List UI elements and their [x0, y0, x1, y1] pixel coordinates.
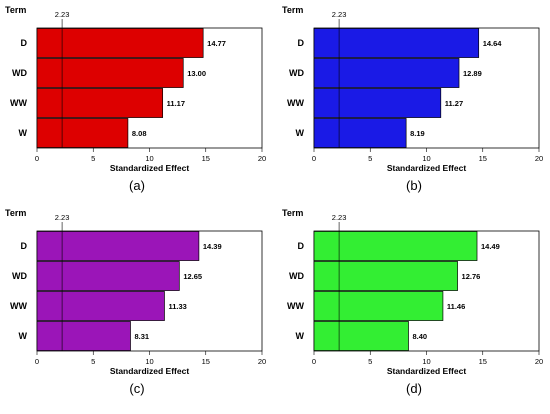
- bar: [36, 261, 180, 291]
- category-label: W: [296, 128, 305, 138]
- chart-panel-a: Term D 14.77 WD 13.00 WW 11.17 W 8.08 2.23 0 5 10 15 2…: [5, 5, 266, 193]
- data-label: 11.17: [167, 99, 185, 108]
- x-axis-title: Standardized Effect: [110, 366, 190, 376]
- x-tick-label: 10: [422, 154, 430, 163]
- panel-caption: (b): [406, 178, 422, 193]
- panel-caption: (d): [406, 381, 422, 396]
- category-label: W: [19, 331, 28, 341]
- data-label: 14.49: [481, 242, 500, 251]
- y-axis-title: Term: [282, 208, 303, 218]
- bar: [313, 291, 444, 321]
- data-label: 14.77: [207, 39, 226, 48]
- bar: [313, 88, 442, 118]
- data-label: 14.64: [483, 39, 503, 48]
- bar: [313, 321, 409, 351]
- x-tick-label: 20: [535, 357, 543, 366]
- x-tick-label: 5: [91, 154, 95, 163]
- x-tick-label: 0: [35, 154, 39, 163]
- data-label: 12.76: [462, 272, 481, 281]
- x-tick-label: 5: [91, 357, 95, 366]
- x-tick-label: 15: [202, 154, 210, 163]
- reference-label: 2.23: [55, 213, 70, 222]
- data-label: 12.65: [183, 272, 202, 281]
- category-label: W: [296, 331, 305, 341]
- bar: [36, 28, 204, 58]
- y-axis-title: Term: [282, 5, 303, 15]
- category-label: WW: [10, 301, 27, 311]
- chart-panel-b: Term D 14.64 WD 12.89 WW 11.27 W 8.19 2.23 0 5 10 15 2…: [282, 5, 543, 193]
- category-label: D: [298, 38, 305, 48]
- y-axis-title: Term: [5, 208, 26, 218]
- data-label: 11.46: [447, 302, 465, 311]
- reference-label: 2.23: [332, 10, 347, 19]
- category-label: WD: [289, 68, 304, 78]
- x-axis-title: Standardized Effect: [387, 163, 467, 173]
- bar: [36, 118, 129, 148]
- x-tick-label: 5: [368, 154, 372, 163]
- bar: [36, 58, 184, 88]
- x-tick-label: 20: [258, 154, 266, 163]
- data-label: 8.40: [413, 332, 428, 341]
- category-label: D: [298, 241, 305, 251]
- x-axis-title: Standardized Effect: [110, 163, 190, 173]
- x-tick-label: 20: [258, 357, 266, 366]
- data-label: 11.33: [168, 302, 186, 311]
- chart-panel-c: Term D 14.39 WD 12.65 WW 11.33 W 8.31 2.23 0 5 10 15 2…: [5, 208, 266, 396]
- x-tick-label: 0: [312, 154, 316, 163]
- category-label: WD: [289, 271, 304, 281]
- data-label: 12.89: [463, 69, 482, 78]
- x-tick-label: 15: [479, 154, 487, 163]
- data-label: 13.00: [187, 69, 206, 78]
- panel-caption: (a): [129, 178, 145, 193]
- category-label: D: [21, 241, 28, 251]
- x-tick-label: 5: [368, 357, 372, 366]
- bar: [313, 261, 458, 291]
- x-tick-label: 15: [202, 357, 210, 366]
- x-axis-title: Standardized Effect: [387, 366, 467, 376]
- data-label: 14.39: [203, 242, 222, 251]
- data-label: 8.31: [134, 332, 149, 341]
- bar: [313, 28, 480, 58]
- bar: [36, 231, 200, 261]
- bar: [36, 321, 131, 351]
- category-label: W: [19, 128, 28, 138]
- bar: [36, 88, 164, 118]
- x-tick-label: 20: [535, 154, 543, 163]
- bar: [313, 118, 407, 148]
- data-label: 8.08: [132, 129, 147, 138]
- x-tick-label: 10: [145, 154, 153, 163]
- data-label: 8.19: [410, 129, 425, 138]
- data-label: 11.27: [445, 99, 463, 108]
- x-tick-label: 10: [145, 357, 153, 366]
- reference-label: 2.23: [55, 10, 70, 19]
- y-axis-title: Term: [5, 5, 26, 15]
- x-tick-label: 10: [422, 357, 430, 366]
- category-label: WD: [12, 68, 27, 78]
- reference-label: 2.23: [332, 213, 347, 222]
- x-tick-label: 0: [35, 357, 39, 366]
- x-tick-label: 15: [479, 357, 487, 366]
- chart-panel-d: Term D 14.49 WD 12.76 WW 11.46 W 8.40 2.23 0 5 10 15 2…: [282, 208, 543, 396]
- bar: [313, 231, 478, 261]
- category-label: WW: [287, 98, 304, 108]
- category-label: WW: [10, 98, 27, 108]
- category-label: WD: [12, 271, 27, 281]
- x-tick-label: 0: [312, 357, 316, 366]
- bar: [313, 58, 460, 88]
- category-label: WW: [287, 301, 304, 311]
- category-label: D: [21, 38, 28, 48]
- bar: [36, 291, 165, 321]
- panel-caption: (c): [129, 381, 144, 396]
